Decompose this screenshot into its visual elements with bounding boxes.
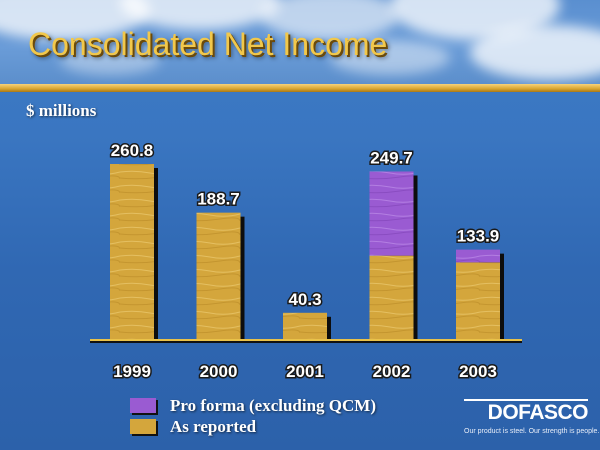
bar-as-reported-2002 (369, 255, 414, 340)
dofasco-logo: DOFASCO Our product is steel. Our streng… (464, 399, 600, 435)
bar-pro-forma-2002 (369, 171, 414, 256)
legend-item-pro-forma: Pro forma (excluding QCM) (130, 395, 376, 416)
legend: Pro forma (excluding QCM) As reported (130, 395, 376, 437)
pro-forma-swatch (130, 398, 156, 413)
bar-as-reported-2003 (456, 262, 500, 340)
x-tick-label-2001: 2001 (286, 362, 324, 381)
x-tick-label-2002: 2002 (373, 362, 411, 381)
data-label-2000: 188.7 (197, 190, 240, 209)
legend-label: As reported (170, 416, 257, 436)
legend-item-as-reported: As reported (130, 416, 376, 437)
bar-as-reported-2001 (283, 312, 327, 340)
logo-tagline: Our product is steel. Our strength is pe… (464, 428, 600, 435)
bar-as-reported-1999 (110, 164, 154, 340)
sky-banner (0, 0, 600, 86)
gold-divider (0, 84, 600, 92)
unit-label: $ millions (26, 101, 97, 120)
bar-pro-forma-2003 (456, 249, 500, 263)
bar-as-reported-2000 (196, 212, 241, 340)
data-label-2002: 249.7 (370, 148, 413, 167)
x-tick-label-1999: 1999 (113, 362, 151, 381)
legend-label: Pro forma (excluding QCM) (170, 395, 377, 415)
x-tick-label-2000: 2000 (200, 362, 238, 381)
as-reported-swatch (130, 419, 156, 434)
data-label-2003: 133.9 (457, 227, 500, 246)
data-label-2001: 40.3 (288, 290, 321, 309)
x-tick-label-2003: 2003 (459, 362, 497, 381)
chart-title: Consolidated Net Income (28, 26, 388, 62)
data-label-1999: 260.8 (111, 141, 154, 160)
logo-wordmark: DOFASCO (464, 399, 589, 424)
